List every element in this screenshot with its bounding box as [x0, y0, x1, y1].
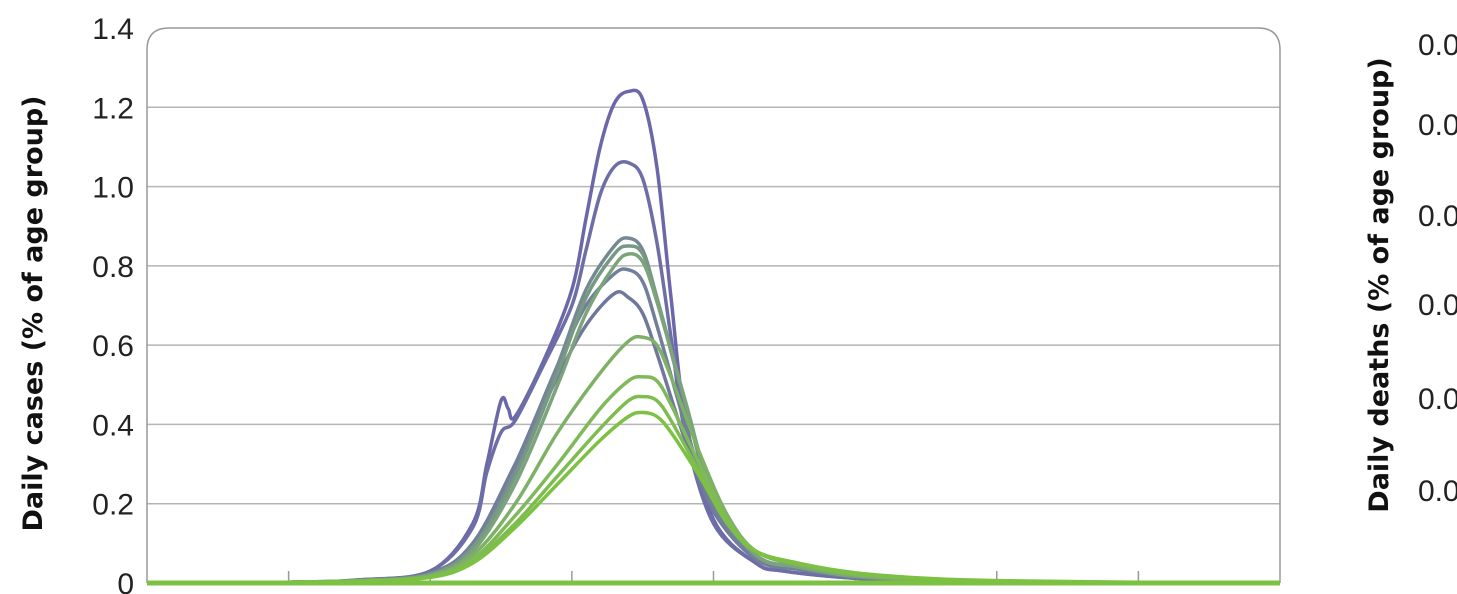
y-tick-label: 0.8	[92, 251, 134, 284]
y-tick-label: 1.4	[92, 13, 134, 46]
y-tick-label: 0.2	[92, 489, 134, 522]
y-tick-label: 1.2	[92, 92, 134, 125]
right-y-tick-label: 0.0	[1418, 29, 1457, 62]
series-line-2	[146, 160, 1281, 585]
series-lines	[146, 88, 1281, 585]
series-line-11	[146, 410, 1281, 585]
series-line-3	[146, 290, 1281, 585]
right-y-axis-title: Daily deaths (% of age group)	[1364, 57, 1395, 512]
plot-area-frame	[146, 27, 1281, 583]
y-axis-tick-labels: 0 0.2 0.4 0.6 0.8 1.0 1.2 1.4	[92, 13, 134, 594]
series-line-7	[146, 252, 1281, 585]
series-line-6	[146, 244, 1281, 585]
series-line-9	[146, 374, 1281, 585]
y-tick-label: 0.6	[92, 330, 134, 363]
y-tick-label: 1.0	[92, 172, 134, 205]
y-tick-label: 0	[117, 568, 134, 594]
right-y-tick-label: 0.0	[1418, 109, 1457, 142]
y-axis-title: Daily cases (% of age group)	[18, 95, 49, 531]
series-line-8	[146, 334, 1281, 585]
right-y-tick-label: 0.0	[1418, 200, 1457, 233]
series-line-5	[146, 236, 1281, 585]
right-y-tick-label: 0.0	[1418, 289, 1457, 322]
series-line-4	[146, 267, 1281, 585]
right-y-tick-label: 0.0	[1418, 383, 1457, 416]
right-y-axis-tick-labels: 0.0 0.0 0.0 0.0 0.0 0.0	[1418, 29, 1457, 508]
y-tick-label: 0.4	[92, 409, 134, 442]
chart-gridlines	[147, 106, 1280, 505]
right-y-tick-label: 0.0	[1418, 475, 1457, 508]
